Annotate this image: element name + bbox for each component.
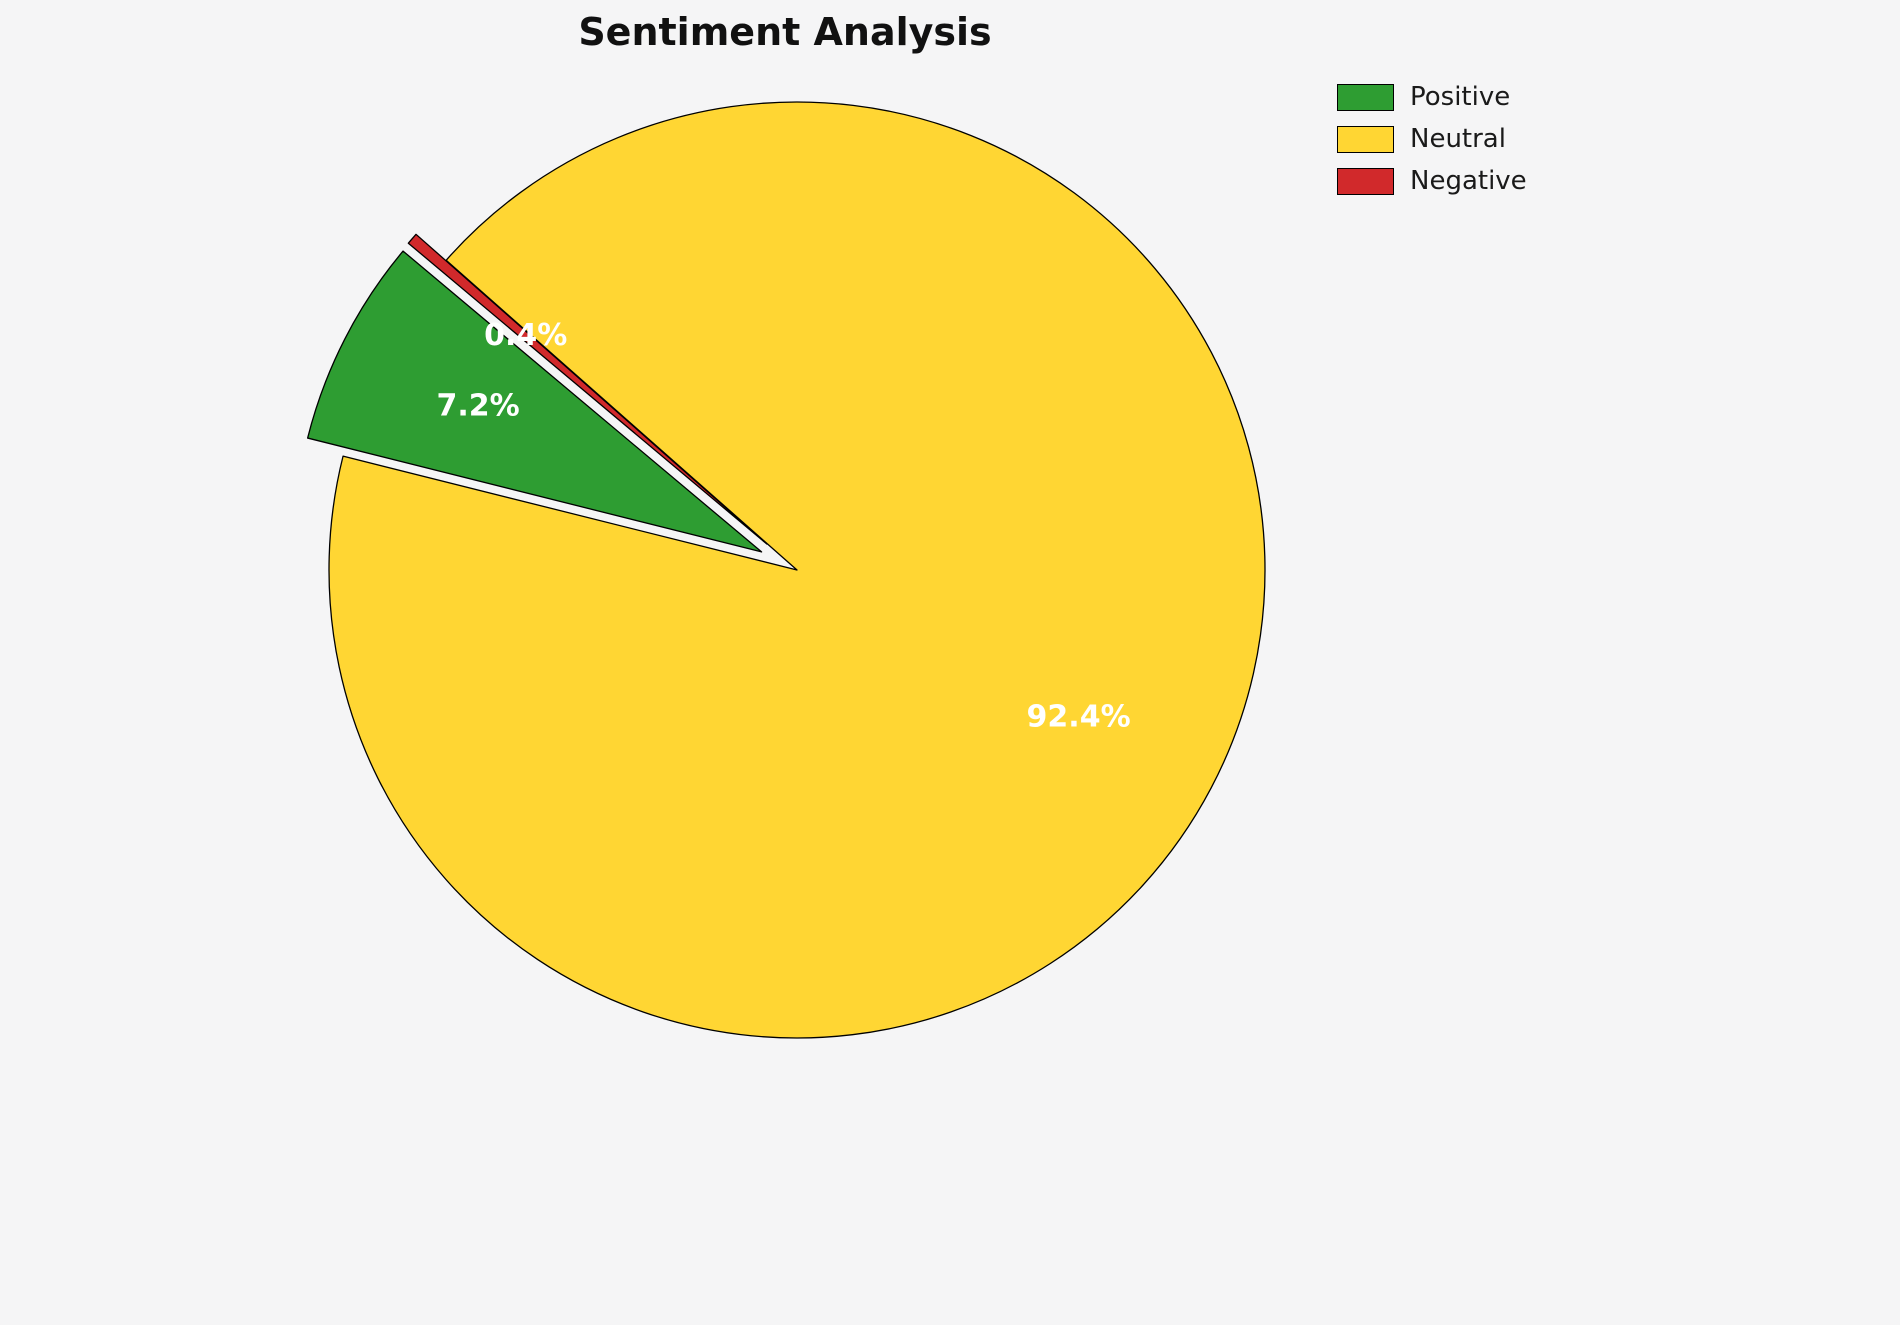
- legend-swatch-positive: [1337, 83, 1394, 111]
- pie-slice-neutral: [328, 101, 1266, 1039]
- pie-label-positive: 7.2%: [436, 389, 519, 424]
- legend-label-positive: Positive: [1410, 82, 1511, 112]
- pie-label-negative: 0.4%: [484, 318, 567, 353]
- legend-item-neutral: Neutral: [1337, 124, 1527, 154]
- pie-slice-negative: [407, 233, 768, 545]
- legend-label-neutral: Neutral: [1410, 124, 1506, 154]
- legend-item-positive: Positive: [1337, 82, 1527, 112]
- pie-label-neutral: 92.4%: [1027, 700, 1131, 735]
- chart-title: Sentiment Analysis: [578, 10, 992, 54]
- legend-swatch-negative: [1337, 167, 1394, 195]
- legend-label-negative: Negative: [1410, 166, 1527, 196]
- legend: Positive Neutral Negative: [1337, 82, 1527, 196]
- pie-slice-positive: [306, 250, 763, 553]
- legend-swatch-neutral: [1337, 125, 1394, 153]
- legend-item-negative: Negative: [1337, 166, 1527, 196]
